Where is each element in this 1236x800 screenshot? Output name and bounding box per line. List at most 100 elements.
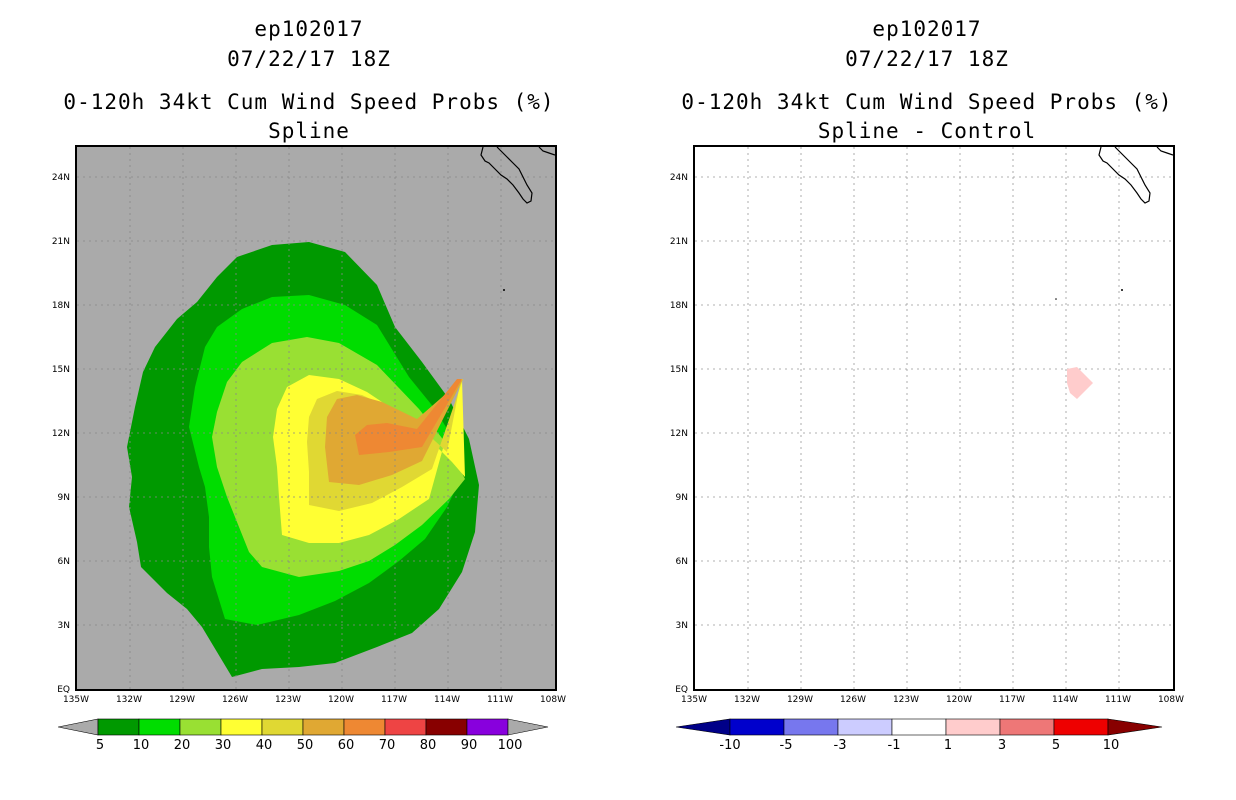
colorbar-segment <box>999 718 1055 736</box>
datetime: 07/22/17 18Z <box>845 47 1009 71</box>
lon-label: 135W <box>680 695 708 705</box>
lon-label: 135W <box>62 695 90 705</box>
lat-label: 15N <box>51 365 70 375</box>
colorbar-label: 90 <box>460 738 478 753</box>
colorbar-label: 40 <box>255 738 273 753</box>
colorbar-segment <box>945 718 1001 736</box>
colorbar-segment <box>261 718 304 736</box>
lon-label: 126W <box>221 695 249 705</box>
colorbar-segment <box>97 718 140 736</box>
lat-label: EQ <box>675 685 688 695</box>
lon-label: 129W <box>786 695 814 705</box>
left-panel: ep102017 07/22/17 18Z 0-120h 34kt Cum Wi… <box>51 17 567 753</box>
colorbar-label: 1 <box>943 738 953 753</box>
lon-label: 123W <box>274 695 302 705</box>
lon-label: 120W <box>327 695 355 705</box>
colorbar-segment <box>891 718 947 736</box>
difference-map <box>693 145 1175 691</box>
colorbar-label: 80 <box>419 738 437 753</box>
colorbar-label: -1 <box>887 738 901 753</box>
baja-california-coastline <box>480 147 555 204</box>
baja-california-coastline <box>1098 147 1173 204</box>
difference-region-1-3pct <box>1067 367 1093 399</box>
colorbar-segment <box>138 718 181 736</box>
lon-label: 111W <box>1104 695 1132 705</box>
lon-label: 111W <box>486 695 514 705</box>
lon-label: 117W <box>998 695 1026 705</box>
lat-label: 9N <box>57 493 70 503</box>
subtitle: Spline <box>268 119 350 143</box>
contour-60pct <box>355 379 462 455</box>
colorbar-segment <box>302 718 345 736</box>
colorbar-segment <box>837 718 893 736</box>
colorbar-under-arrow <box>58 718 99 736</box>
storm-id: ep102017 <box>872 17 982 41</box>
island-dot <box>1055 298 1057 300</box>
lon-label: 132W <box>733 695 761 705</box>
lon-label: 117W <box>380 695 408 705</box>
colorbar-segment <box>179 718 222 736</box>
probability-map-svg <box>77 147 555 689</box>
colorbar-label: 70 <box>378 738 396 753</box>
probability-map <box>75 145 557 691</box>
colorbar-segment <box>729 718 785 736</box>
colorbar-under-arrow <box>676 718 731 736</box>
lat-label: 12N <box>51 429 70 439</box>
lat-label: 3N <box>57 621 70 631</box>
colorbar-label: -10 <box>719 738 741 753</box>
colorbar-label: 3 <box>997 738 1007 753</box>
colorbar-label: 5 <box>95 738 105 753</box>
lon-label: 108W <box>539 695 567 705</box>
lat-label: 9N <box>675 493 688 503</box>
lat-label: 6N <box>675 557 688 567</box>
colorbar-label: 100 <box>497 738 523 753</box>
colorbar-segment <box>343 718 386 736</box>
lat-label: 3N <box>675 621 688 631</box>
storm-id: ep102017 <box>254 17 364 41</box>
lat-label: 21N <box>51 237 70 247</box>
colorbar-segment <box>220 718 263 736</box>
lat-label: EQ <box>57 685 70 695</box>
colorbar-label: 20 <box>173 738 191 753</box>
lat-label: 18N <box>51 301 70 311</box>
lon-label: 120W <box>945 695 973 705</box>
colorbar <box>676 718 1163 736</box>
right-panel: ep102017 07/22/17 18Z 0-120h 34kt Cum Wi… <box>618 0 1236 800</box>
colorbar-segment <box>384 718 427 736</box>
colorbar-label: -5 <box>779 738 793 753</box>
lat-label: 18N <box>669 301 688 311</box>
colorbar-segment <box>425 718 468 736</box>
colorbar-label: 10 <box>132 738 150 753</box>
lat-label: 15N <box>669 365 688 375</box>
lon-label: 129W <box>168 695 196 705</box>
colorbar-label: 60 <box>337 738 355 753</box>
lon-label: 108W <box>1157 695 1185 705</box>
lon-label: 132W <box>115 695 143 705</box>
colorbar-over-arrow <box>507 718 549 736</box>
lat-label: 24N <box>51 173 70 183</box>
subtitle: Spline - Control <box>817 119 1037 143</box>
colorbar-label: 5 <box>1051 738 1061 753</box>
lat-label: 24N <box>669 173 688 183</box>
colorbar-label: 50 <box>296 738 314 753</box>
colorbar-label: 10 <box>1102 738 1120 753</box>
product-title: 0-120h 34kt Cum Wind Speed Probs (%) <box>681 90 1173 114</box>
lat-label: 12N <box>669 429 688 439</box>
colorbar-segment <box>783 718 839 736</box>
colorbar <box>58 718 549 736</box>
colorbar-segment <box>466 718 509 736</box>
island-dot <box>1121 289 1123 291</box>
lat-lon-grid <box>695 147 1173 689</box>
lon-label: 126W <box>839 695 867 705</box>
colorbar-label: -3 <box>833 738 847 753</box>
lat-label: 6N <box>57 557 70 567</box>
lat-label: 21N <box>669 237 688 247</box>
lat-lon-grid <box>77 147 555 689</box>
product-title: 0-120h 34kt Cum Wind Speed Probs (%) <box>63 90 555 114</box>
lon-label: 114W <box>1051 695 1079 705</box>
island-dot <box>503 289 505 291</box>
colorbar-label: 30 <box>214 738 232 753</box>
difference-map-svg <box>695 147 1173 689</box>
colorbar-segment <box>1053 718 1109 736</box>
lon-label: 114W <box>433 695 461 705</box>
